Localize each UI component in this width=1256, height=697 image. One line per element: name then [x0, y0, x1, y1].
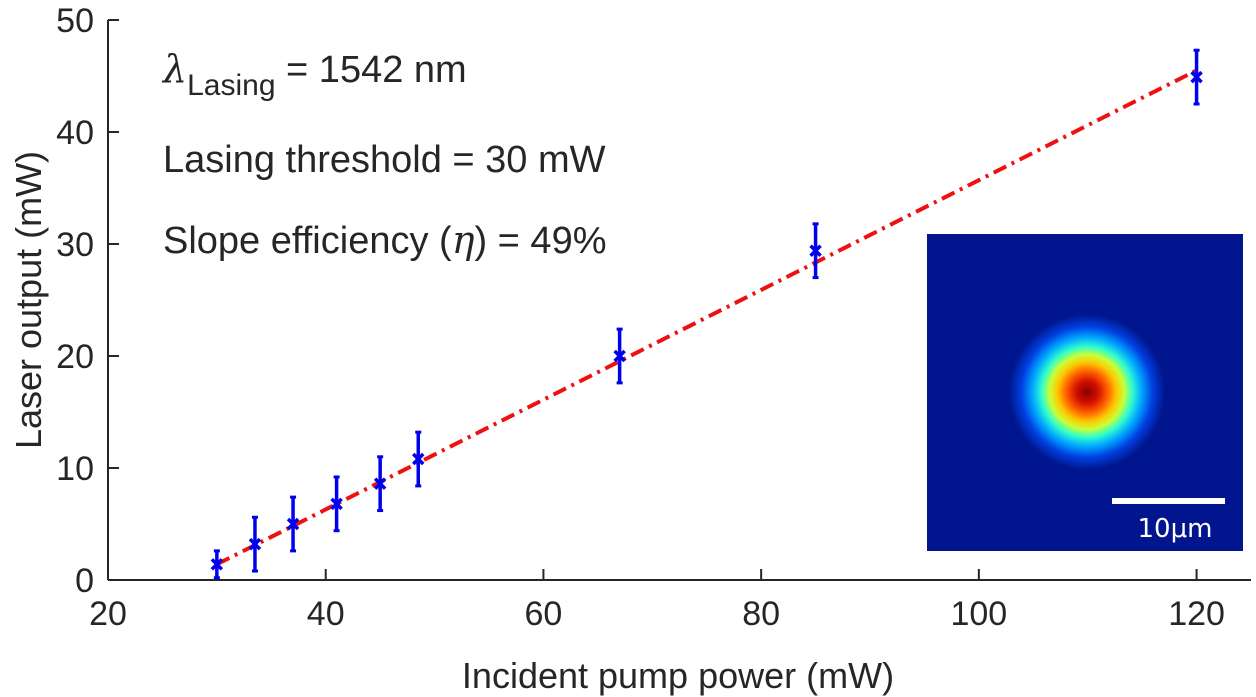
- beam-profile-inset: 10μm: [927, 234, 1243, 551]
- slope-suffix: ) = 49%: [474, 220, 606, 262]
- eta-symbol: η: [452, 218, 475, 262]
- y-tick-label: 20: [56, 338, 94, 376]
- x-tick-label: 60: [525, 595, 563, 633]
- x-tick-label: 120: [1168, 595, 1225, 633]
- lambda-subscript: Lasing: [187, 69, 275, 102]
- slope-prefix: Slope efficiency (: [163, 220, 452, 262]
- data-point: [613, 327, 626, 385]
- x-axis-title: Incident pump power (mW): [462, 655, 894, 696]
- y-tick-label: 0: [75, 562, 94, 600]
- y-tick-label: 30: [56, 226, 94, 264]
- data-point: [286, 495, 300, 553]
- data-point: [412, 430, 425, 488]
- x-marker-stroke-b: [412, 452, 425, 466]
- data-point: [248, 515, 262, 573]
- x-marker-stroke-b: [373, 477, 387, 490]
- axes: [107, 20, 1251, 581]
- scale-bar-label: 10μm: [1138, 514, 1213, 544]
- x-tick-label: 80: [742, 595, 780, 633]
- x-tick-label: 100: [950, 595, 1007, 633]
- slope-efficiency-annotation: Slope efficiency (η) = 49%: [163, 218, 607, 262]
- ticks: [107, 19, 1198, 581]
- beam-spot: [1009, 314, 1165, 470]
- data-points: [210, 48, 1203, 580]
- data-point: [1190, 48, 1203, 106]
- lambda-symbol: λ: [161, 47, 187, 91]
- data-point: [330, 475, 343, 533]
- x-tick-label: 20: [89, 595, 127, 633]
- x-marker-stroke-b: [210, 558, 224, 571]
- y-tick-label: 40: [56, 114, 94, 152]
- scale-bar: [1112, 498, 1225, 504]
- x-marker-stroke-b: [330, 497, 343, 511]
- y-tick-label: 10: [56, 450, 94, 488]
- data-point: [210, 549, 224, 580]
- x-marker-stroke-b: [1190, 70, 1203, 84]
- lasing-wavelength-annotation: λLasing = 1542 nm: [161, 47, 467, 102]
- x-marker-stroke-b: [613, 349, 626, 363]
- tick-labels: 20 40 60 80 100 120 0 10 20 30 40 50: [56, 2, 1225, 633]
- data-point: [809, 222, 822, 280]
- lambda-value: = 1542 nm: [276, 49, 467, 91]
- y-axis-title: Laser output (mW): [8, 151, 49, 449]
- x-tick-label: 40: [307, 595, 345, 633]
- data-point: [373, 455, 387, 513]
- x-marker-stroke-b: [286, 517, 300, 531]
- y-tick-label: 50: [56, 2, 94, 40]
- x-marker-stroke-b: [809, 244, 822, 257]
- x-marker-stroke-b: [248, 537, 262, 551]
- lasing-threshold-annotation: Lasing threshold = 30 mW: [163, 139, 606, 181]
